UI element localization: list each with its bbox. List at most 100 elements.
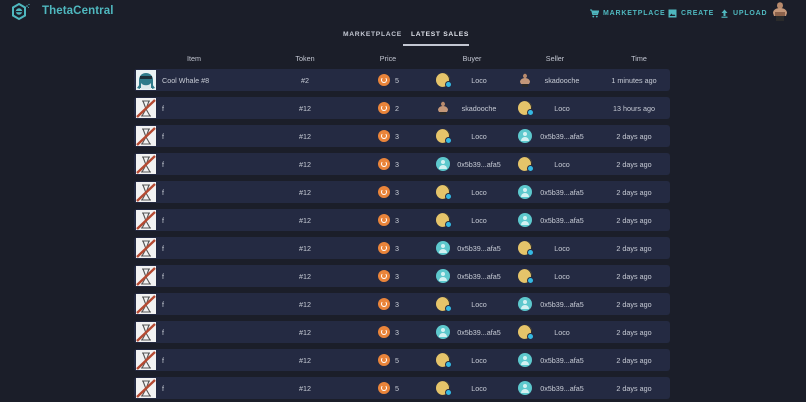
table-row[interactable]: f #12 5 Loco 0x5b39...afa5 2 days ago <box>134 377 670 399</box>
seller-user-avatar-icon <box>518 157 534 172</box>
header-price: Price <box>379 54 397 63</box>
table-row[interactable]: f #12 3 Loco 0x5b39...afa5 2 days ago <box>134 293 670 315</box>
price-value: 3 <box>395 300 399 309</box>
buyer-name[interactable]: 0x5b39...afa5 <box>457 160 501 169</box>
table-row[interactable]: f #12 3 0x5b39...afa5 Loco 2 days ago <box>134 153 670 175</box>
seller-name[interactable]: 0x5b39...afa5 <box>540 216 584 225</box>
thetacentral-logo-icon[interactable] <box>11 2 31 21</box>
token-id: #12 <box>299 244 311 253</box>
theta-coin-icon <box>378 354 390 366</box>
price-value: 3 <box>395 244 399 253</box>
table-row[interactable]: f #12 3 Loco 0x5b39...afa5 2 days ago <box>134 181 670 203</box>
table-row[interactable]: f #12 3 Loco 0x5b39...afa5 2 days ago <box>134 125 670 147</box>
buyer-user-avatar-icon <box>436 381 452 396</box>
broken-image-thumbnail <box>136 98 156 118</box>
table-row[interactable]: f #12 2 skadooche Loco 13 hours ago <box>134 97 670 119</box>
seller-user-avatar-icon <box>518 241 534 256</box>
nav-create-label: CREATE <box>681 9 715 17</box>
buyer-name[interactable]: 0x5b39...afa5 <box>457 272 501 281</box>
buyer-name[interactable]: Loco <box>471 188 487 197</box>
sale-time: 2 days ago <box>616 244 652 253</box>
buyer-name[interactable]: 0x5b39...afa5 <box>457 328 501 337</box>
price-value: 3 <box>395 132 399 141</box>
nav-create-link[interactable]: CREATE <box>668 7 714 19</box>
broken-image-thumbnail <box>136 126 156 146</box>
buyer-wallet-avatar-icon <box>436 325 450 339</box>
seller-name[interactable]: 0x5b39...afa5 <box>540 188 584 197</box>
nav-marketplace-link[interactable]: MARKETPLACE <box>590 7 665 19</box>
seller-wallet-avatar-icon <box>518 381 532 395</box>
seller-name[interactable]: Loco <box>554 272 570 281</box>
seller-name[interactable]: Loco <box>554 328 570 337</box>
item-name: f <box>162 244 164 253</box>
buyer-name[interactable]: 0x5b39...afa5 <box>457 244 501 253</box>
table-row[interactable]: f #12 3 0x5b39...afa5 Loco 2 days ago <box>134 237 670 259</box>
buyer-name[interactable]: Loco <box>471 76 487 85</box>
item-name: f <box>162 300 164 309</box>
theta-coin-icon <box>378 326 390 338</box>
token-id: #12 <box>299 216 311 225</box>
sale-time: 2 days ago <box>616 132 652 141</box>
buyer-name[interactable]: Loco <box>471 384 487 393</box>
buyer-wallet-avatar-icon <box>436 157 450 171</box>
header-item: Item <box>187 54 201 63</box>
seller-name[interactable]: 0x5b39...afa5 <box>540 132 584 141</box>
token-id: #2 <box>301 76 309 85</box>
seller-wallet-avatar-icon <box>518 129 532 143</box>
header-seller: Seller <box>545 54 565 63</box>
top-navbar: ThetaCentral MARKETPLACE CREATE UPLOAD <box>0 0 806 24</box>
tab-marketplace[interactable]: MARKETPLACE <box>343 31 402 38</box>
buyer-name[interactable]: Loco <box>471 132 487 141</box>
token-id: #12 <box>299 272 311 281</box>
seller-name[interactable]: 0x5b39...afa5 <box>540 300 584 309</box>
nav-upload-label: UPLOAD <box>733 9 768 17</box>
seller-name[interactable]: Loco <box>554 244 570 253</box>
table-row[interactable]: f #12 3 Loco 0x5b39...afa5 2 days ago <box>134 209 670 231</box>
broken-image-thumbnail <box>136 350 156 370</box>
sale-time: 2 days ago <box>616 300 652 309</box>
buyer-name[interactable]: Loco <box>471 216 487 225</box>
broken-image-thumbnail <box>136 182 156 202</box>
active-tab-indicator <box>403 44 469 46</box>
buyer-wallet-avatar-icon <box>436 241 450 255</box>
buyer-name[interactable]: skadooche <box>461 104 497 113</box>
sale-time: 2 days ago <box>616 216 652 225</box>
buyer-user-avatar-icon <box>436 297 452 312</box>
buyer-user-avatar-icon <box>436 353 452 368</box>
user-avatar[interactable] <box>770 1 790 23</box>
token-id: #12 <box>299 300 311 309</box>
seller-name[interactable]: skadooche <box>544 76 580 85</box>
item-name: f <box>162 328 164 337</box>
table-row[interactable]: f #12 3 0x5b39...afa5 Loco 2 days ago <box>134 265 670 287</box>
table-row[interactable]: f #12 5 Loco 0x5b39...afa5 2 days ago <box>134 349 670 371</box>
buyer-user-avatar-icon <box>436 129 452 144</box>
buyer-name[interactable]: Loco <box>471 356 487 365</box>
seller-name[interactable]: 0x5b39...afa5 <box>540 384 584 393</box>
seller-name[interactable]: Loco <box>554 160 570 169</box>
table-row[interactable]: Cool Whale #8 #2 5 Loco skadooche 1 minu… <box>134 69 670 91</box>
buyer-photo-avatar-icon <box>436 101 450 115</box>
nav-marketplace-label: MARKETPLACE <box>603 9 666 17</box>
broken-image-thumbnail <box>136 154 156 174</box>
theta-coin-icon <box>378 74 390 86</box>
theta-coin-icon <box>378 214 390 226</box>
item-name: Cool Whale #8 <box>162 76 210 85</box>
item-name: f <box>162 132 164 141</box>
broken-image-thumbnail <box>136 322 156 342</box>
seller-name[interactable]: Loco <box>554 104 570 113</box>
price-value: 3 <box>395 272 399 281</box>
tab-latest-sales[interactable]: LATEST SALES <box>411 31 470 38</box>
seller-name[interactable]: 0x5b39...afa5 <box>540 356 584 365</box>
item-name: f <box>162 384 164 393</box>
item-name: f <box>162 356 164 365</box>
seller-wallet-avatar-icon <box>518 213 532 227</box>
price-value: 3 <box>395 188 399 197</box>
buyer-name[interactable]: Loco <box>471 300 487 309</box>
brand-name[interactable]: ThetaCentral <box>42 5 114 17</box>
nav-upload-link[interactable]: UPLOAD <box>720 7 767 19</box>
theta-coin-icon <box>378 270 390 282</box>
item-name: f <box>162 216 164 225</box>
table-row[interactable]: f #12 3 0x5b39...afa5 Loco 2 days ago <box>134 321 670 343</box>
item-name: f <box>162 188 164 197</box>
theta-coin-icon <box>378 186 390 198</box>
